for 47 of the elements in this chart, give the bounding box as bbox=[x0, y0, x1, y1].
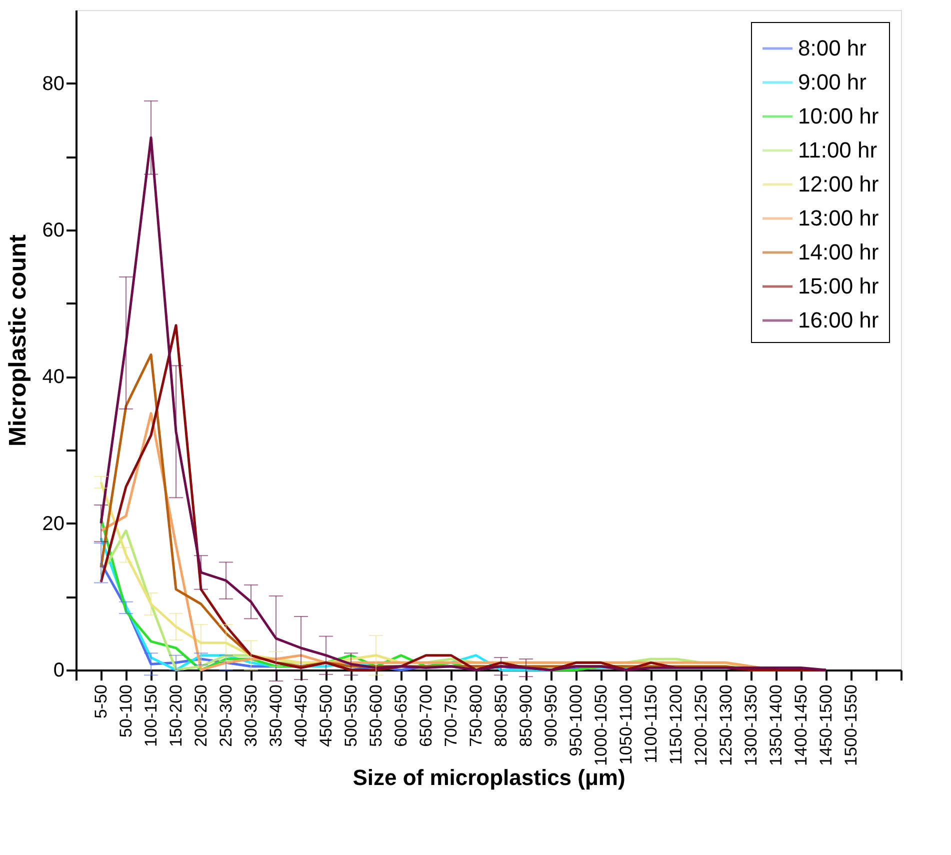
legend-label: 8:00 hr bbox=[798, 36, 866, 60]
y-axis-title: Microplastic count bbox=[4, 234, 32, 447]
x-tick-label: 650-700 bbox=[416, 684, 436, 747]
x-tick-label: 600-650 bbox=[392, 684, 410, 747]
y-tick-label: 60 bbox=[42, 220, 64, 242]
x-tick-label: 1000-1050 bbox=[592, 684, 610, 766]
y-tick-label: 80 bbox=[42, 72, 64, 95]
legend-label: 14:00 hr bbox=[798, 240, 879, 264]
x-tick-label: 750-800 bbox=[466, 684, 486, 747]
legend-label: 10:00 hr bbox=[798, 104, 879, 128]
x-tick-label: 350-400 bbox=[266, 684, 286, 747]
x-tick-label: 1150-1200 bbox=[666, 684, 686, 765]
x-tick-label: 700-750 bbox=[442, 684, 460, 747]
x-tick-label: 1400-1450 bbox=[792, 684, 810, 766]
y-tick-label: 20 bbox=[42, 512, 64, 535]
x-tick-label: 5-50 bbox=[92, 684, 110, 719]
legend-label: 12:00 hr bbox=[798, 172, 879, 196]
x-tick-label: 150-200 bbox=[166, 684, 186, 747]
x-tick-label: 450-500 bbox=[316, 684, 336, 747]
x-tick-label: 1250-1300 bbox=[716, 684, 736, 766]
x-tick-label: 100-150 bbox=[142, 684, 160, 747]
x-tick-label: 300-350 bbox=[242, 684, 260, 747]
x-tick-label: 1300-1350 bbox=[742, 684, 760, 766]
legend-label: 16:00 hr bbox=[798, 308, 879, 332]
y-tick-label: 40 bbox=[42, 366, 64, 388]
legend-label: 11:00 hr bbox=[798, 138, 878, 162]
y-tick-label: 0 bbox=[53, 660, 64, 682]
x-tick-label: 250-300 bbox=[216, 684, 236, 747]
x-tick-label: 500-550 bbox=[342, 684, 360, 747]
x-tick-label: 200-250 bbox=[192, 684, 210, 747]
x-tick-label: 400-450 bbox=[292, 684, 310, 747]
x-tick-label: 1100-1150 bbox=[642, 684, 660, 764]
x-tick-label: 950-1000 bbox=[566, 684, 586, 756]
x-tick-label: 550-600 bbox=[366, 684, 386, 747]
legend-label: 15:00 hr bbox=[798, 274, 879, 298]
x-tick-label: 1350-1400 bbox=[766, 684, 786, 766]
legend-label: 13:00 hr bbox=[798, 206, 879, 230]
x-tick-label: 800-850 bbox=[492, 684, 510, 747]
legend-label: 9:00 hr bbox=[798, 70, 866, 94]
x-tick-label: 1050-1100 bbox=[616, 684, 636, 765]
x-tick-label: 1200-1250 bbox=[692, 684, 710, 766]
x-tick-label: 1500-1550 bbox=[842, 684, 860, 766]
x-tick-label: 850-900 bbox=[516, 684, 536, 747]
x-tick-label: 50-100 bbox=[116, 684, 136, 738]
x-tick-label: 900-950 bbox=[542, 684, 560, 747]
x-axis-title: Size of microplastics (μm) bbox=[352, 764, 626, 790]
x-tick-label: 1450-1500 bbox=[816, 684, 836, 766]
